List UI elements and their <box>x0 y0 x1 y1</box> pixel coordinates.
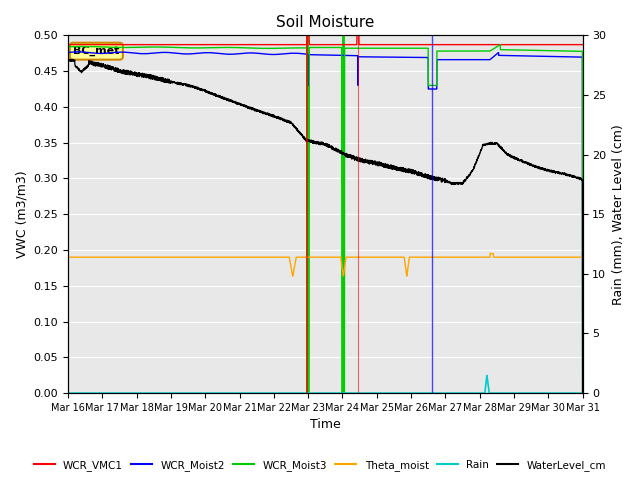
Y-axis label: Rain (mm), Water Level (cm): Rain (mm), Water Level (cm) <box>612 124 625 305</box>
Legend: WCR_VMC1, WCR_Moist2, WCR_Moist3, Theta_moist, Rain, WaterLevel_cm: WCR_VMC1, WCR_Moist2, WCR_Moist3, Theta_… <box>29 456 611 475</box>
Title: Soil Moisture: Soil Moisture <box>276 15 374 30</box>
X-axis label: Time: Time <box>310 419 340 432</box>
Text: BC_met: BC_met <box>73 46 120 56</box>
Y-axis label: VWC (m3/m3): VWC (m3/m3) <box>15 170 28 258</box>
